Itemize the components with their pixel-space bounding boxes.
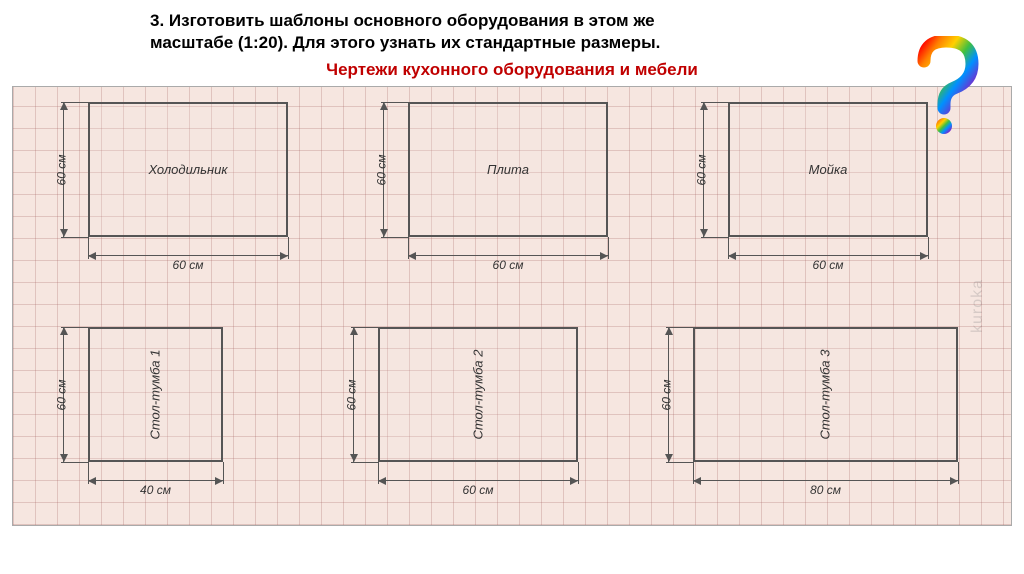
extension-line xyxy=(351,327,378,328)
dimension-width-label: 60 см xyxy=(408,258,608,272)
dimension-height: 60 см xyxy=(63,102,64,237)
equipment-label: Стол-тумба 1 xyxy=(148,350,163,440)
dimension-height-label: 60 см xyxy=(344,379,358,410)
dimension-width-label: 80 см xyxy=(693,483,958,497)
extension-line xyxy=(666,327,693,328)
equipment-box: Стол-тумба 2 xyxy=(378,327,578,462)
dimension-height: 60 см xyxy=(703,102,704,237)
equipment-label: Холодильник xyxy=(149,162,228,177)
watermark-text: kuroka xyxy=(969,279,987,333)
extension-line xyxy=(578,462,579,484)
dimension-height: 60 см xyxy=(668,327,669,462)
extension-line xyxy=(408,237,409,259)
dimension-width-label: 60 см xyxy=(378,483,578,497)
dimension-width: 40 см xyxy=(88,480,223,481)
extension-line xyxy=(288,237,289,259)
dimension-width: 80 см xyxy=(693,480,958,481)
dimension-width: 60 см xyxy=(728,255,928,256)
title-line-1: 3. Изготовить шаблоны основного оборудов… xyxy=(150,10,874,32)
dimension-width: 60 см xyxy=(378,480,578,481)
extension-line xyxy=(61,462,88,463)
dimension-width-label: 40 см xyxy=(88,483,223,497)
extension-line xyxy=(61,237,88,238)
extension-line xyxy=(701,237,728,238)
equipment-label: Плита xyxy=(487,162,529,177)
dimension-height-label: 60 см xyxy=(659,379,673,410)
dimension-height-label: 60 см xyxy=(54,154,68,185)
extension-line xyxy=(958,462,959,484)
extension-line xyxy=(351,462,378,463)
equipment-box: Стол-тумба 3 xyxy=(693,327,958,462)
title-line-2: масштабе (1:20). Для этого узнать их ста… xyxy=(150,32,874,54)
dimension-height: 60 см xyxy=(383,102,384,237)
equipment-label: Стол-тумба 2 xyxy=(471,350,486,440)
dimension-height-label: 60 см xyxy=(54,379,68,410)
dimension-width: 60 см xyxy=(88,255,288,256)
extension-line xyxy=(693,462,694,484)
dimension-height-label: 60 см xyxy=(374,154,388,185)
instruction-title: 3. Изготовить шаблоны основного оборудов… xyxy=(0,0,1024,56)
dimension-height-label: 60 см xyxy=(694,154,708,185)
extension-line xyxy=(61,327,88,328)
extension-line xyxy=(381,237,408,238)
question-mark-icon xyxy=(904,36,984,136)
drawings-grid: kuroka Холодильник60 см60 смПлита60 см60… xyxy=(12,86,1012,526)
extension-line xyxy=(608,237,609,259)
extension-line xyxy=(88,462,89,484)
dimension-width: 60 см xyxy=(408,255,608,256)
equipment-box: Холодильник xyxy=(88,102,288,237)
equipment-label: Мойка xyxy=(809,162,848,177)
extension-line xyxy=(61,102,88,103)
equipment-label: Стол-тумба 3 xyxy=(818,350,833,440)
extension-line xyxy=(701,102,728,103)
equipment-box: Плита xyxy=(408,102,608,237)
extension-line xyxy=(928,237,929,259)
extension-line xyxy=(728,237,729,259)
equipment-box: Стол-тумба 1 xyxy=(88,327,223,462)
extension-line xyxy=(381,102,408,103)
extension-line xyxy=(378,462,379,484)
dimension-width-label: 60 см xyxy=(728,258,928,272)
diagram-subtitle: Чертежи кухонного оборудования и мебели xyxy=(0,60,1024,80)
equipment-box: Мойка xyxy=(728,102,928,237)
extension-line xyxy=(223,462,224,484)
dimension-height: 60 см xyxy=(353,327,354,462)
extension-line xyxy=(88,237,89,259)
extension-line xyxy=(666,462,693,463)
dimension-width-label: 60 см xyxy=(88,258,288,272)
dimension-height: 60 см xyxy=(63,327,64,462)
